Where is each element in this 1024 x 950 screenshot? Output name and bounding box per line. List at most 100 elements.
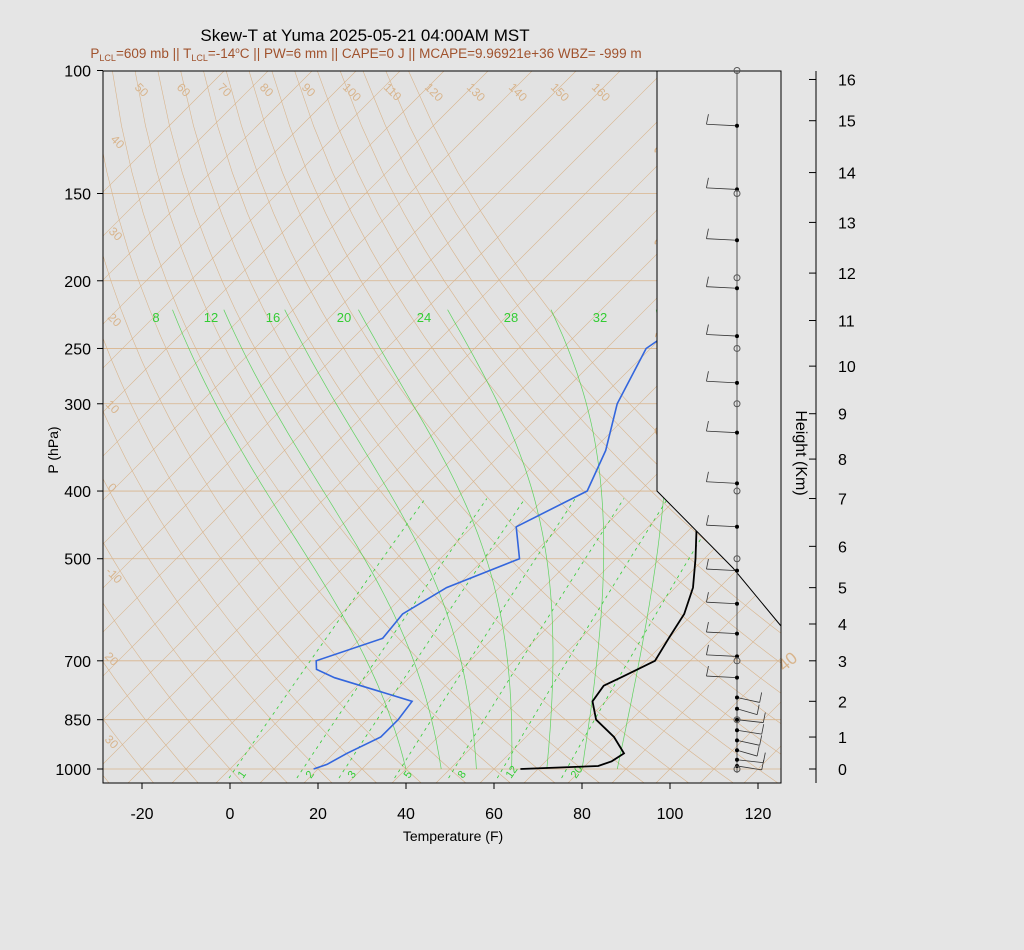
pressure-tick-label: 200	[64, 274, 91, 291]
dry-adiabat-10	[103, 541, 288, 783]
wind-barb-flag	[706, 666, 709, 677]
height-tick-label: 14	[838, 166, 856, 183]
wind-panel-border	[656, 71, 782, 627]
moist-adiabat-1	[223, 309, 442, 770]
wind-barb-staff	[736, 739, 760, 746]
temperature-tick-label: 100	[657, 806, 684, 823]
height-tick-label: 16	[838, 72, 856, 89]
height-tick-label: 9	[838, 407, 847, 424]
isotherm--70	[103, 71, 621, 589]
temperature-tick-label: -20	[130, 806, 153, 823]
mixing-ratio-labels: 1 2 3 5 8 12 208 12 16 20 24 28 32	[152, 310, 607, 781]
wind-level-dot	[735, 568, 739, 573]
wind-barb-staff	[706, 123, 738, 127]
mixing-ratio-bottom-label: 1	[236, 769, 249, 781]
wind-barb-staff	[736, 749, 758, 757]
dry-adiabat-90	[157, 71, 645, 783]
wind-barb-staff	[736, 719, 764, 723]
wind-barb-staff	[736, 697, 760, 703]
wind-barb-flag	[706, 324, 709, 335]
wind-level-dot	[735, 631, 739, 636]
wind-level-dot	[735, 654, 739, 659]
dry-adiabat-100	[180, 71, 690, 783]
moist-adiabat-3	[358, 309, 513, 770]
dry-adiabat-200	[408, 71, 781, 545]
wind-level-circle	[733, 189, 741, 197]
height-tick-label: 15	[838, 114, 856, 131]
wind-barb-flag	[706, 644, 709, 655]
wind-level-dot	[735, 481, 739, 486]
wind-level-dot	[735, 334, 739, 339]
isotherm-170	[949, 39, 1024, 798]
wind-level-dot	[735, 728, 739, 733]
height-tick-label: 1	[838, 730, 847, 747]
mixing-ratio-bottom-label: 5	[402, 769, 415, 781]
height-axis-label: Height (Km)	[792, 410, 809, 495]
dry-adiabat-160	[317, 71, 781, 664]
wind-level-dot	[735, 675, 739, 680]
wind-level-dot	[735, 738, 739, 743]
wind-level-dot	[735, 695, 739, 700]
isotherm-80	[567, 569, 781, 783]
mixing-ratio-top-label: 12	[204, 310, 218, 325]
isotherm-50	[435, 437, 781, 783]
height-tick-label: 6	[838, 539, 847, 556]
wind-barb-flag	[706, 471, 709, 482]
wind-barb-staff	[706, 654, 738, 657]
wind-barb-flag	[706, 592, 709, 603]
dry-adiabat-60	[103, 151, 511, 783]
height-tick-label: 0	[838, 762, 847, 779]
temperature-tick-label: 120	[745, 806, 772, 823]
isotherm--130	[103, 71, 357, 325]
temperature-tick-label: 60	[485, 806, 503, 823]
isotherm--140	[103, 71, 313, 281]
dry-adiabat-30	[103, 410, 378, 783]
isotherm-100	[655, 657, 781, 783]
isotherm--10	[171, 173, 781, 783]
isotherm--80	[103, 71, 577, 545]
wind-barb-staff	[706, 601, 738, 605]
pressure-tick-label: 1000	[55, 762, 91, 779]
wind-barb-flag	[706, 114, 709, 125]
mixing-ratio-line-8	[448, 498, 625, 779]
wind-level-dot	[735, 286, 739, 291]
pressure-tick-label: 400	[64, 484, 91, 501]
wind-level-circle	[733, 765, 741, 773]
height-tick-label: 2	[838, 694, 847, 711]
dry-adiabat-0	[103, 602, 244, 783]
dry-adiabat--10	[103, 661, 199, 783]
isotherm-90	[611, 613, 781, 783]
wind-barb-staff	[736, 729, 762, 735]
isotherm--120	[103, 71, 401, 369]
dry-adiabat--40	[0, 71, 76, 798]
dry-adiabat-170	[339, 71, 781, 634]
wind-barb-staff	[736, 765, 762, 771]
wind-barb-flag	[706, 276, 709, 287]
mixing-ratio-top-label: 16	[266, 310, 280, 325]
wind-barb-flag	[706, 621, 709, 633]
dry-adiabat-140	[271, 71, 781, 725]
isotherm-130	[773, 39, 1024, 798]
height-tick-label: 12	[838, 266, 856, 283]
wind-barb-staff	[706, 380, 738, 384]
pressure-tick-label: 700	[64, 654, 91, 671]
wind-level-circle	[733, 67, 741, 74]
wind-level-circle	[733, 555, 741, 563]
wind-level-circle	[733, 657, 741, 665]
wind-barb-flag	[761, 724, 765, 735]
mixing-ratio-bottom-label: 12	[504, 764, 521, 781]
wind-level-dot	[735, 524, 739, 529]
temperature-axis: -20 0 20 40 60 80 100 120	[130, 783, 771, 823]
dry-adiabat-70	[112, 71, 556, 783]
dry-adiabat-80	[134, 71, 601, 783]
pressure-tick-label: 500	[64, 552, 91, 569]
plot-frame: 50 60 70 80 90 100 110 120 130 140 150 160403020100…	[0, 39, 1024, 798]
wind-level-dot	[735, 123, 739, 128]
wind-barb-flag	[756, 704, 760, 715]
wind-barb-staff	[706, 430, 738, 434]
temperature-tick-label: 20	[309, 806, 327, 823]
isotherm-180	[993, 39, 1024, 798]
wind-barb-flag	[706, 371, 709, 382]
dry-adiabat-50	[103, 254, 467, 783]
